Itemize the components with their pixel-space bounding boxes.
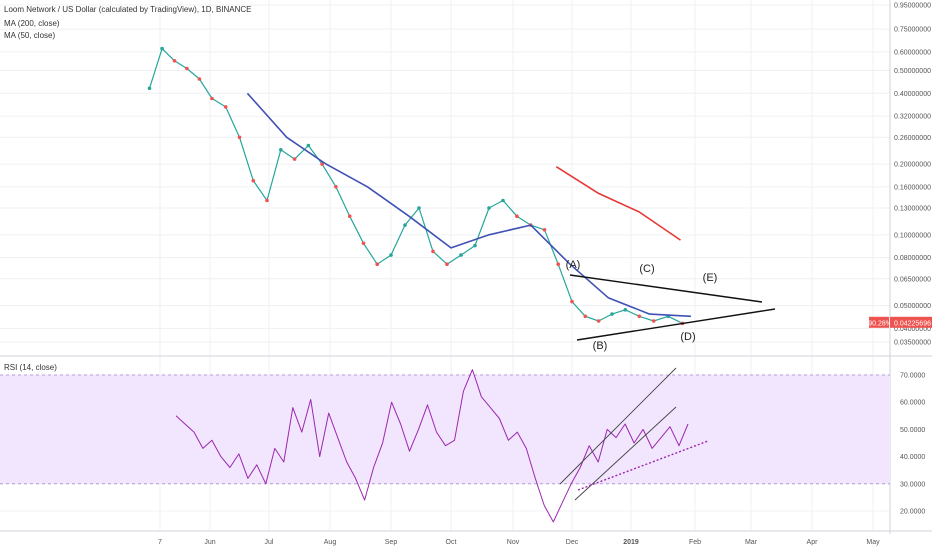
ma50-line: [246, 92, 691, 318]
price-point: [515, 214, 519, 218]
price-point: [292, 157, 297, 161]
wave-label: (D): [680, 331, 695, 343]
price-badge: [890, 316, 932, 328]
chart-title: Loom Network / US Dollar (calculated by …: [4, 5, 252, 14]
rsi-tick-label: 40.0000: [900, 454, 925, 461]
price-tick-label: 0.40000000: [894, 91, 931, 98]
time-tick-label: Nov: [507, 539, 520, 546]
price-point: [651, 319, 656, 323]
price-point: [556, 262, 560, 267]
price-point: [251, 178, 256, 183]
time-tick-label: Feb: [689, 539, 701, 546]
price-tick-label: 0.13000000: [894, 206, 931, 213]
price-tick-label: 0.26000000: [894, 135, 931, 142]
price-tick-label: 0.04000000: [894, 326, 931, 333]
price-point: [223, 105, 228, 109]
time-tick-label: Aug: [324, 539, 337, 546]
price-point: [610, 312, 614, 316]
price-tick-label: 0.10000000: [894, 232, 931, 239]
price-point: [487, 206, 491, 210]
price-point: [334, 185, 338, 189]
price-tick-label: 0.16000000: [894, 184, 931, 191]
price-tick-label: 0.08000000: [894, 255, 931, 262]
price-point: [160, 46, 164, 51]
time-tick-label: Jul: [265, 539, 274, 546]
price-point: [570, 299, 574, 304]
price-point: [197, 77, 202, 81]
rsi-tick-label: 60.0000: [900, 400, 925, 407]
wave-label: (A): [566, 259, 581, 271]
price-tick-label: 0.03500000: [894, 340, 931, 347]
price-point: [637, 314, 642, 319]
price-tick-label: 0.06500000: [894, 276, 931, 283]
price-tick-label: 0.50000000: [894, 68, 931, 75]
price-series-line: [148, 47, 683, 324]
change-badge: [869, 316, 889, 328]
price-point: [445, 262, 449, 267]
rsi-channel-upper: [559, 367, 677, 485]
wave-label: (E): [703, 272, 718, 284]
price-point: [147, 86, 152, 91]
rsi-tick-label: 20.0000: [900, 509, 925, 516]
ma200-line: [555, 166, 681, 241]
price-point: [320, 162, 324, 166]
ma200-legend: MA (200, close): [4, 19, 60, 28]
ma50-legend: MA (50, close): [4, 31, 56, 40]
price-point: [306, 143, 311, 148]
price-point: [542, 228, 547, 232]
price-tick-label: 0.60000000: [894, 49, 931, 56]
price-point: [501, 198, 505, 203]
price-point: [172, 59, 177, 63]
price-point: [237, 135, 242, 140]
rsi-legend: RSI (14, close): [4, 363, 57, 372]
time-tick-label: Mar: [745, 539, 758, 546]
price-tick-label: 0.95000000: [894, 3, 931, 10]
price-tick-label: 0.75000000: [894, 27, 931, 34]
time-tick-label: 7: [158, 539, 162, 546]
wave-label: (C): [639, 263, 654, 275]
time-tick-label: Sep: [385, 539, 398, 546]
price-point: [473, 243, 477, 248]
wave-label: (B): [593, 340, 608, 352]
price-tick-label: 0.05000000: [894, 303, 931, 310]
price-point: [210, 96, 214, 101]
time-tick-label: Dec: [566, 539, 579, 546]
price-point: [459, 253, 463, 257]
price-tick-label: 0.32000000: [894, 114, 931, 121]
price-point: [431, 249, 435, 254]
change-label: -90.28%: [866, 320, 892, 327]
price-point: [185, 66, 189, 71]
time-tick-label: Jun: [204, 539, 215, 546]
price-point: [417, 206, 421, 210]
triangle-lower-line: [576, 308, 776, 341]
rsi-line: [175, 369, 689, 523]
price-point: [279, 148, 283, 152]
price-point: [596, 319, 601, 323]
rsi-band: [0, 375, 890, 484]
time-tick-label: Apr: [807, 539, 819, 546]
price-point: [265, 198, 269, 203]
rsi-channel-lower: [574, 406, 677, 501]
price-point: [403, 223, 407, 227]
rsi-tick-label: 30.0000: [900, 481, 925, 488]
price-point: [361, 241, 366, 246]
price-tick-label: 0.20000000: [894, 162, 931, 169]
price-point: [389, 253, 393, 257]
time-tick-label: May: [866, 539, 880, 546]
time-tick-label: 2019: [623, 539, 639, 546]
triangle-upper-line: [569, 274, 763, 303]
time-tick-label: Oct: [446, 539, 457, 546]
price-point: [623, 308, 628, 312]
rsi-tick-label: 70.0000: [900, 373, 925, 380]
price-point: [347, 214, 352, 218]
rsi-support-line: [577, 440, 709, 491]
price-point: [583, 314, 588, 319]
rsi-tick-label: 50.0000: [900, 427, 925, 434]
current-price-label: 0.04225696: [894, 320, 931, 327]
price-point: [375, 262, 380, 267]
